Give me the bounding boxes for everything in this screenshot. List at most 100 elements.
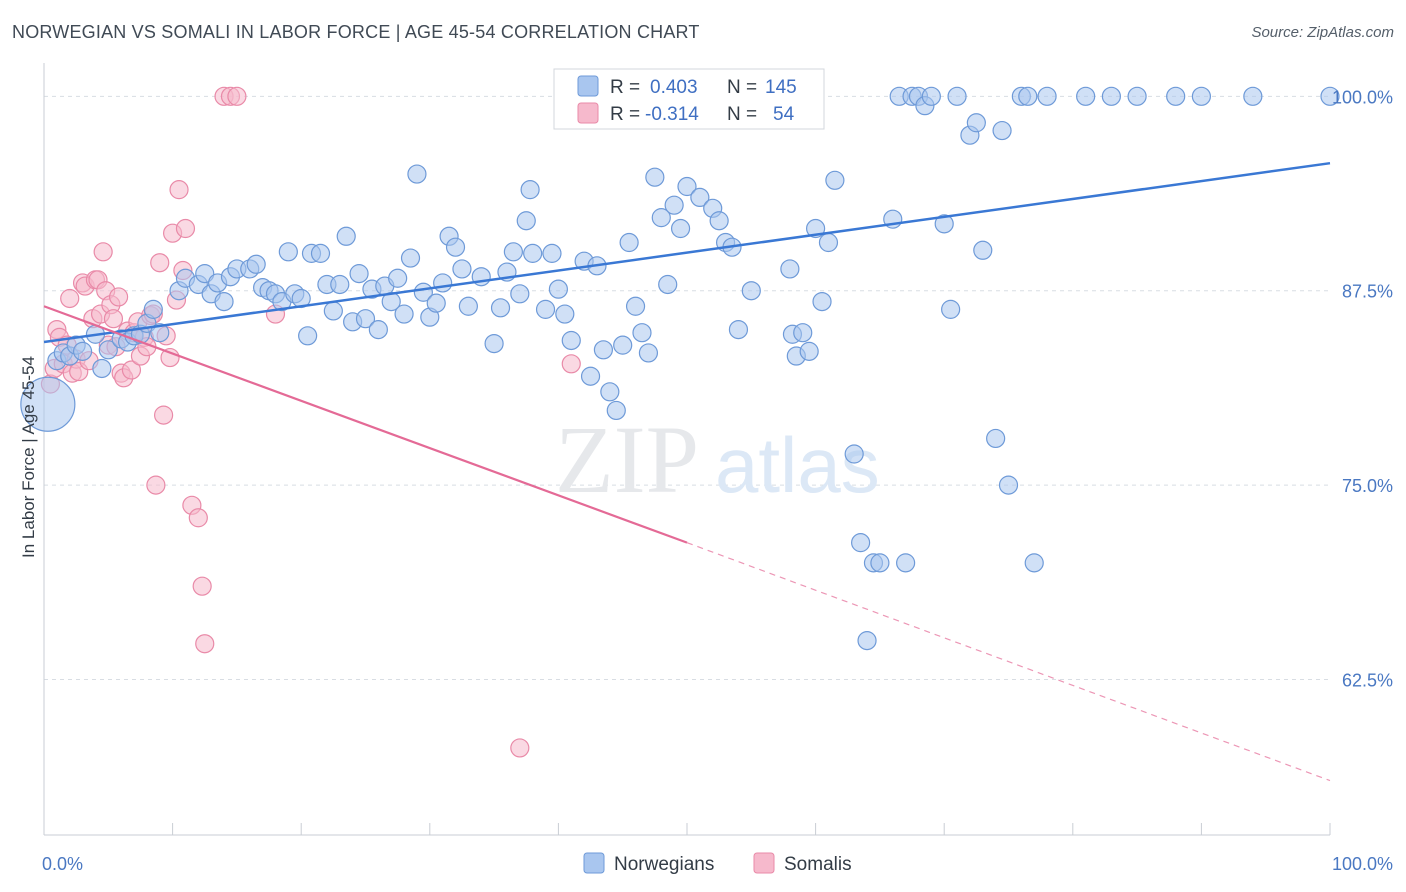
norwegian-points — [20, 86, 1340, 651]
data-point — [330, 274, 350, 295]
data-point — [613, 335, 633, 355]
data-point — [561, 354, 581, 374]
data-point — [1191, 86, 1212, 106]
data-point — [844, 444, 864, 464]
data-point — [72, 341, 93, 361]
data-point — [195, 264, 215, 284]
y-tick-label: 87.5% — [1342, 282, 1393, 302]
data-point — [812, 292, 832, 312]
data-point — [947, 86, 967, 106]
data-point — [355, 309, 376, 329]
data-point — [896, 553, 916, 573]
data-point — [150, 253, 170, 273]
data-point — [992, 120, 1012, 141]
legend-r-value-1: 0.403 — [650, 77, 698, 98]
x-tick-label-end: 100.0% — [1332, 854, 1393, 874]
data-point — [1076, 86, 1096, 106]
data-point — [1127, 86, 1147, 106]
data-point — [1243, 86, 1263, 106]
data-point — [278, 242, 298, 262]
chart-title: NORWEGIAN VS SOMALI IN LABOR FORCE | AGE… — [12, 22, 700, 42]
bottom-legend-somalis: Somalis — [784, 854, 852, 875]
data-point — [986, 428, 1006, 449]
data-point — [368, 319, 388, 340]
data-point — [664, 195, 684, 215]
watermark-atlas: atlas — [715, 421, 880, 509]
data-point — [349, 264, 369, 284]
data-point — [310, 243, 331, 263]
data-point — [510, 738, 530, 758]
y-tick-label: 100.0% — [1332, 87, 1393, 107]
bottom-legend-swatch-somalis — [753, 852, 775, 874]
legend-r-label-2: R = — [610, 104, 640, 125]
data-point — [606, 400, 626, 421]
y-axis-title: In Labor Force | Age 45-54 — [19, 356, 38, 558]
data-point — [728, 319, 749, 340]
data-point — [153, 405, 174, 425]
legend-n-value-2: 54 — [773, 104, 795, 125]
data-point — [192, 576, 212, 596]
data-point — [458, 296, 478, 316]
x-tick-label-start: 0.0% — [42, 854, 83, 874]
data-point — [520, 180, 540, 200]
data-point — [645, 167, 665, 187]
data-point — [407, 164, 427, 184]
data-point — [188, 508, 208, 528]
legend-n-value-1: 145 — [765, 77, 797, 98]
bottom-legend-norwegians: Norwegians — [614, 854, 714, 875]
data-point — [445, 237, 466, 257]
data-point — [825, 170, 845, 190]
watermark-zip: ZIP — [555, 406, 699, 513]
data-point — [214, 292, 234, 312]
y-tick-label: 75.0% — [1342, 476, 1393, 496]
data-point — [580, 366, 601, 386]
data-point — [510, 284, 530, 304]
data-point — [555, 304, 575, 324]
data-point — [934, 214, 954, 234]
somali-trend-extension — [686, 542, 1331, 782]
data-point — [516, 211, 536, 231]
legend-swatch-somalis — [577, 102, 599, 124]
data-point — [426, 293, 446, 313]
data-point — [484, 333, 504, 354]
data-point — [60, 288, 80, 309]
data-point — [323, 301, 343, 321]
series-legend: Norwegians Somalis — [583, 852, 852, 875]
data-point — [103, 309, 124, 329]
somali-points — [40, 86, 581, 758]
data-point — [625, 296, 646, 316]
data-point — [1024, 553, 1044, 573]
data-point — [108, 287, 129, 307]
data-point — [593, 340, 614, 360]
data-point — [998, 475, 1019, 495]
norwegian-trend-line — [43, 161, 1331, 344]
data-point — [851, 533, 871, 553]
data-point — [535, 299, 556, 319]
data-point — [452, 259, 472, 279]
data-point — [227, 86, 247, 106]
data-point — [677, 176, 697, 197]
data-point — [973, 240, 993, 260]
data-point — [1320, 86, 1340, 106]
data-point — [619, 232, 639, 253]
data-point — [793, 323, 813, 343]
data-point — [490, 298, 511, 318]
trend-lines — [43, 161, 1331, 782]
data-point — [542, 243, 562, 263]
data-point — [20, 376, 76, 432]
data-point — [195, 634, 215, 654]
legend-swatch-norwegians — [577, 75, 599, 97]
data-point — [400, 248, 421, 268]
data-point — [651, 208, 671, 228]
axes — [43, 63, 1331, 836]
data-point — [92, 358, 112, 379]
data-point — [870, 553, 890, 573]
somali-trend-line — [43, 305, 688, 544]
data-point — [503, 242, 523, 262]
data-point — [818, 232, 839, 253]
data-point — [146, 475, 166, 495]
data-point — [246, 254, 266, 274]
data-point — [1037, 86, 1057, 106]
data-point — [523, 243, 543, 263]
